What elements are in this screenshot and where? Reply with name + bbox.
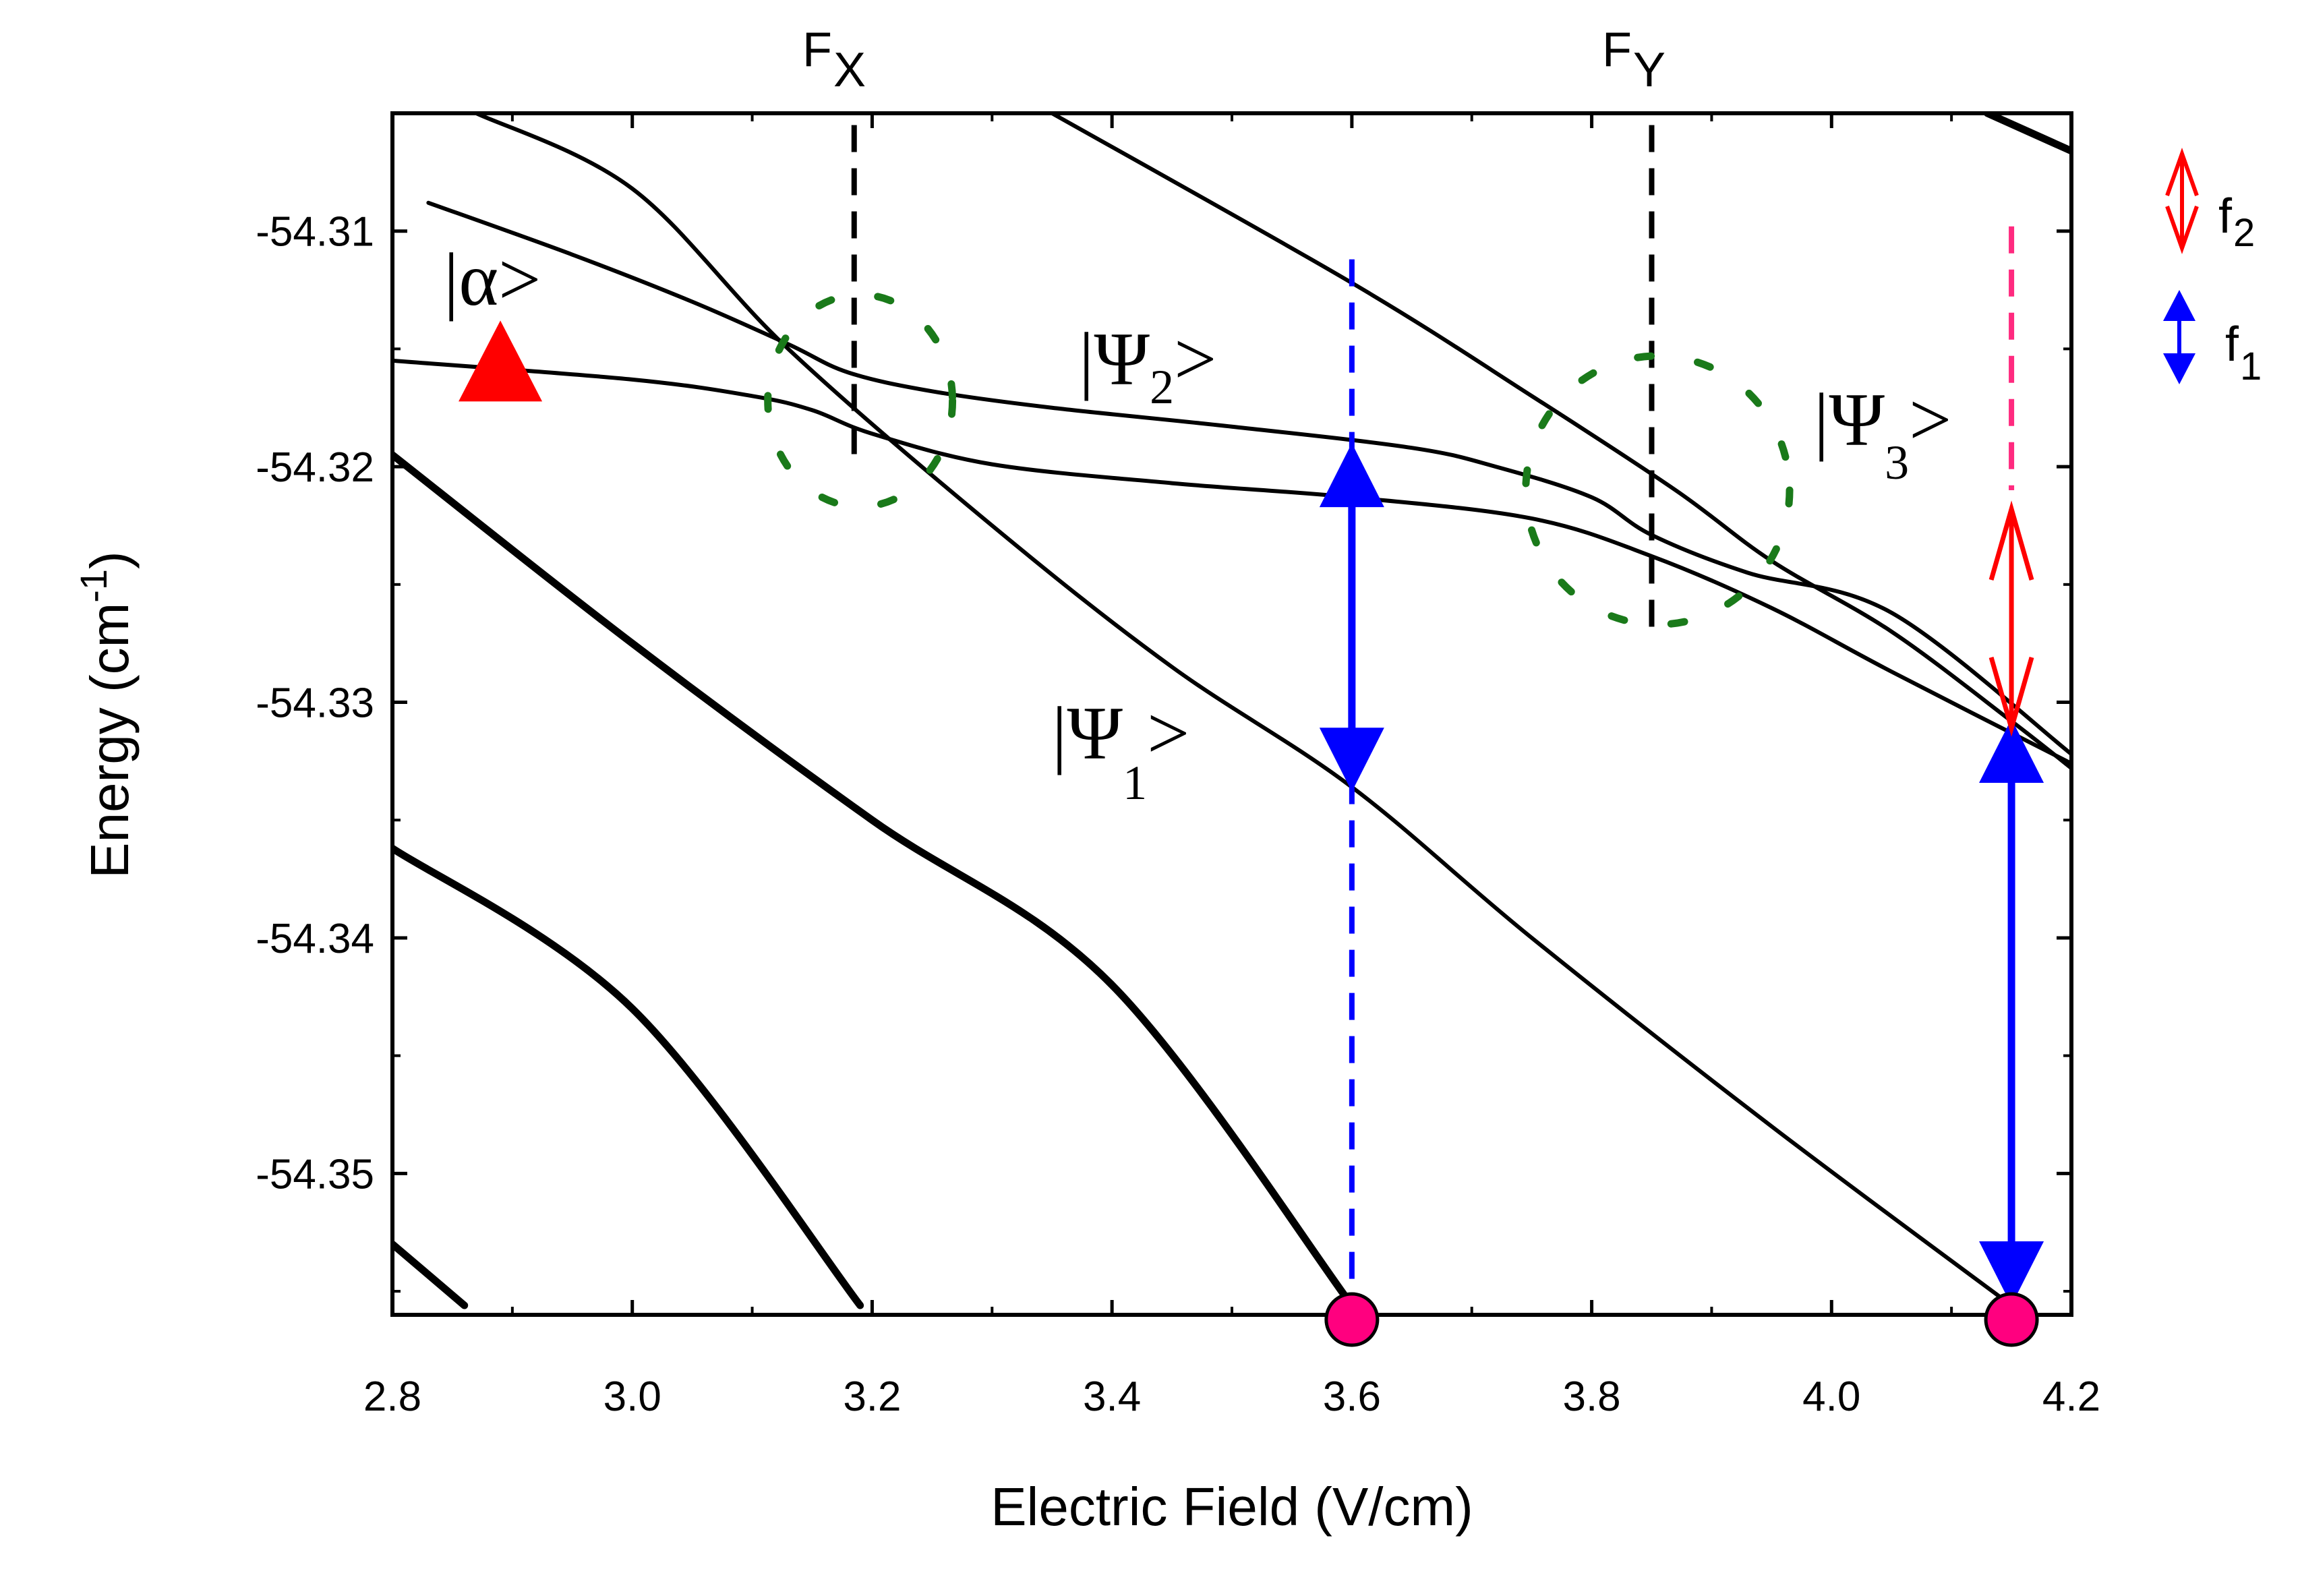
line-c (392, 1240, 469, 1309)
psi2-main: |Ψ (1079, 318, 1150, 401)
energy-curves (392, 113, 2071, 1309)
line-a (392, 451, 1356, 1309)
f2-arrow-x415-head-up (1988, 500, 2034, 581)
pink-dot-x415 (1984, 1292, 2039, 1347)
f1-arrow-x36-head-down (1319, 728, 1384, 792)
legend-f1-label: f1 (2225, 318, 2262, 388)
alpha-psi2-psi3-branch (392, 358, 2071, 766)
y-axis-title-sup: -1 (72, 569, 115, 603)
transition-arrows (1319, 443, 2044, 1306)
y-axis-title: Energy (cm-1) (72, 551, 140, 878)
psi1-close: > (1147, 692, 1189, 775)
fx-label: FX (802, 23, 866, 97)
fy-label: FY (1602, 23, 1665, 97)
legend-item-f2: f2 (2165, 148, 2255, 255)
psi3-sub: 3 (1885, 436, 1909, 490)
y-tick-label: -54.33 (256, 680, 374, 727)
pink-dot-x36 (1324, 1292, 1380, 1347)
tick-labels: 2.8 3.0 3.2 3.4 3.6 3.8 4.0 4.2 -54.31 -54.32 -54.… (256, 209, 2100, 1420)
legend-f2-arrow-icon (2165, 148, 2199, 254)
psi3-main: |Ψ (1814, 378, 1885, 462)
f1-arrow-x415-head-up (1979, 718, 2044, 783)
x-tick-label: 2.8 (363, 1373, 421, 1420)
upper-diabatic-line (474, 113, 2014, 1308)
legend-f1-head-up (2163, 290, 2195, 321)
fx-label-sub: X (833, 43, 866, 97)
legend: f2 f1 (2163, 148, 2262, 388)
psi3-state-label: |Ψ3> (1814, 378, 1951, 490)
x-tick-label: 3.8 (1562, 1373, 1620, 1420)
x-tick-label: 3.6 (1323, 1373, 1381, 1420)
x-axis-title: Electric Field (V/cm) (991, 1477, 1473, 1537)
y-axis-title-main: Energy (cm (80, 603, 140, 879)
psi3-close: > (1909, 378, 1951, 462)
x-tick-label: 3.0 (603, 1373, 661, 1420)
psi1-sub: 1 (1123, 756, 1147, 810)
psi1-main: |Ψ (1052, 692, 1123, 775)
legend-f1-head-down (2163, 353, 2195, 384)
green-ellipse-fy (1522, 352, 1794, 628)
x-tick-label: 3.4 (1083, 1373, 1141, 1420)
psi3-diabatic-line (1050, 113, 2071, 771)
f1-arrow-x36-head-up (1319, 443, 1384, 508)
f1-arrow-x415-head-down (1979, 1241, 2044, 1306)
state-markers (459, 320, 2039, 1347)
dashed-reference-lines (851, 125, 2015, 1306)
line-b (392, 844, 864, 1309)
psi1-psi2-upper-branch (426, 200, 2071, 757)
top-right-line (1984, 113, 2071, 155)
legend-f2-head-up (2165, 148, 2199, 197)
legend-f1-sub: 1 (2240, 345, 2262, 388)
legend-f2-head-down (2165, 205, 2199, 254)
legend-f2-label: f2 (2218, 189, 2255, 255)
legend-item-f1: f1 (2163, 290, 2262, 388)
alpha-triangle (459, 320, 543, 402)
fy-label-main: F (1602, 23, 1632, 77)
y-tick-label: -54.31 (256, 209, 374, 256)
green-ellipse-fx (764, 291, 957, 511)
x-tick-label: 4.2 (2042, 1373, 2100, 1420)
psi2-close: > (1174, 318, 1216, 401)
legend-f1-arrow-icon (2163, 290, 2195, 384)
fx-label-main: F (802, 23, 832, 77)
y-tick-label: -54.34 (256, 916, 374, 962)
psi1-state-label: |Ψ1> (1052, 692, 1189, 810)
x-tick-label: 4.0 (1802, 1373, 1860, 1420)
f2-arrow-x415-head-down (1988, 657, 2034, 737)
x-tick-label: 3.2 (843, 1373, 901, 1420)
alpha-state-label: |α> (444, 238, 541, 322)
y-tick-label: -54.35 (256, 1151, 374, 1198)
legend-f2-main: f (2218, 189, 2233, 243)
psi2-sub: 2 (1150, 360, 1174, 414)
y-axis-title-close: ) (80, 551, 140, 569)
legend-f2-sub: 2 (2233, 211, 2255, 255)
axis-ticks (390, 112, 2073, 1315)
y-tick-label: -54.32 (256, 444, 374, 491)
legend-f1-main: f (2225, 318, 2239, 372)
psi2-state-label: |Ψ2> (1079, 318, 1216, 414)
avoided-crossing-ellipses (764, 291, 1794, 628)
fy-label-sub: Y (1633, 43, 1665, 97)
